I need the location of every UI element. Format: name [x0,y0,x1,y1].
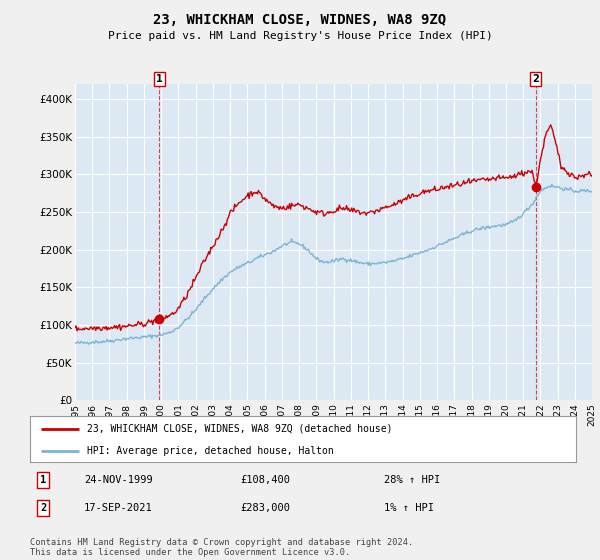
Text: 17-SEP-2021: 17-SEP-2021 [84,503,153,513]
Text: £108,400: £108,400 [240,475,290,485]
Text: 2: 2 [40,503,46,513]
Text: 1% ↑ HPI: 1% ↑ HPI [384,503,434,513]
Text: 28% ↑ HPI: 28% ↑ HPI [384,475,440,485]
Text: 23, WHICKHAM CLOSE, WIDNES, WA8 9ZQ (detached house): 23, WHICKHAM CLOSE, WIDNES, WA8 9ZQ (det… [88,424,393,434]
Text: Price paid vs. HM Land Registry's House Price Index (HPI): Price paid vs. HM Land Registry's House … [107,31,493,41]
Text: 1: 1 [156,74,163,84]
Text: HPI: Average price, detached house, Halton: HPI: Average price, detached house, Halt… [88,446,334,455]
Text: Contains HM Land Registry data © Crown copyright and database right 2024.
This d: Contains HM Land Registry data © Crown c… [30,538,413,557]
Text: 2: 2 [532,74,539,84]
Text: 23, WHICKHAM CLOSE, WIDNES, WA8 9ZQ: 23, WHICKHAM CLOSE, WIDNES, WA8 9ZQ [154,13,446,27]
Text: 1: 1 [40,475,46,485]
Text: £283,000: £283,000 [240,503,290,513]
Text: 24-NOV-1999: 24-NOV-1999 [84,475,153,485]
